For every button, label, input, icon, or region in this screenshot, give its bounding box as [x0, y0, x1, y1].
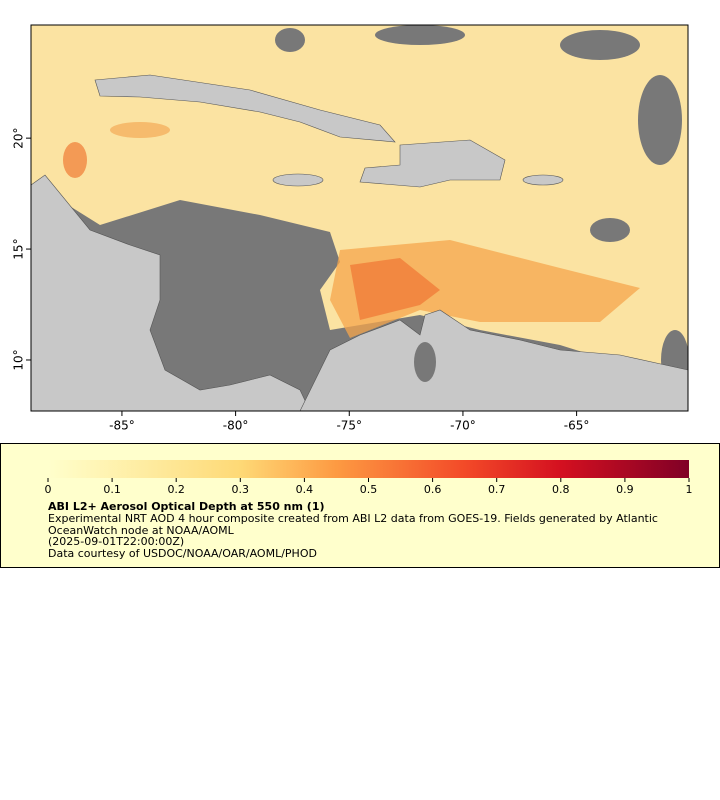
description-line: OceanWatch node at NOAA/AOML — [48, 523, 234, 537]
colorbar-tick-label: 0.2 — [167, 483, 185, 496]
legend-title: ABI L2+ Aerosol Optical Depth at 550 nm … — [48, 500, 325, 513]
map-frame — [30, 24, 689, 412]
lon-tick-label: -70° — [450, 419, 476, 433]
lat-tick-label: 10° — [12, 349, 26, 370]
description-line: Data courtesy of USDOC/NOAA/OAR/AOML/PHO… — [48, 546, 317, 560]
colorbar-tick-label: 0.4 — [296, 483, 314, 496]
lon-tick-label: -85° — [109, 419, 135, 433]
colorbar-tick-label: 0.5 — [360, 483, 378, 496]
description-line: Experimental NRT AOD 4 hour composite cr… — [48, 512, 658, 525]
description-line: (2025-09-01T22:00:00Z) — [48, 535, 185, 548]
colorbar-tick-label: 0.8 — [552, 483, 570, 496]
legend: 0 0.1 0.2 0.3 0.4 0.5 0.6 0.7 0.8 0.9 1 ABI L2+ Ae… — [0, 443, 720, 568]
colorbar-tick-label: 0 — [45, 483, 52, 496]
colorbar-tick-label: 0.7 — [488, 483, 506, 496]
aerosol-peak — [63, 142, 87, 178]
lon-tick-label: -75° — [336, 419, 362, 433]
aerosol-peak — [110, 122, 170, 138]
lake — [414, 342, 436, 382]
colorbar-tick-label: 0.6 — [424, 483, 442, 496]
lon-tick-label: -65° — [564, 419, 590, 433]
colorbar: 0 0.1 0.2 0.3 0.4 0.5 0.6 0.7 0.8 0.9 1 — [45, 460, 693, 496]
lon-tick-label: -80° — [223, 419, 249, 433]
colorbar-scale — [48, 460, 689, 478]
lat-tick-label: 15° — [12, 238, 26, 259]
land — [31, 74, 688, 411]
aerosol-peak — [350, 258, 440, 320]
no-data — [275, 25, 688, 390]
colorbar-tick-label: 0.9 — [616, 483, 634, 496]
colorbar-tick-label: 0.1 — [103, 483, 121, 496]
map: -85° -80° -75° -70° -65° 10° 15° 20° — [12, 24, 689, 433]
colorbar-tick-label: 1 — [686, 483, 693, 496]
colorbar-tick-label: 0.3 — [232, 483, 250, 496]
map-area — [31, 25, 688, 411]
lat-tick-label: 20° — [12, 127, 26, 148]
